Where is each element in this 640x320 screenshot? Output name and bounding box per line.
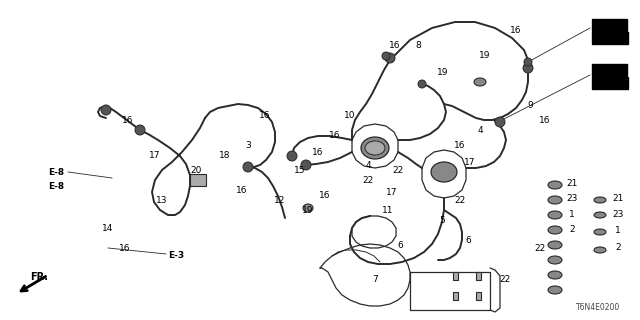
Text: T6N4E0200: T6N4E0200 [576,303,620,312]
Text: 8: 8 [415,41,421,50]
Text: 16: 16 [122,116,134,124]
Text: 23: 23 [612,210,624,219]
Bar [190,174,206,186]
Text: 11: 11 [382,205,394,214]
Text: E-3: E-3 [168,252,184,260]
Circle shape [287,151,297,161]
Circle shape [301,160,311,170]
Ellipse shape [594,247,606,253]
Text: 5: 5 [439,215,445,225]
Ellipse shape [365,141,385,155]
Text: 19: 19 [437,68,449,76]
Ellipse shape [361,137,389,159]
Circle shape [524,58,532,66]
Ellipse shape [303,204,313,212]
Text: 20: 20 [190,165,202,174]
Text: 2: 2 [615,243,621,252]
Text: 6: 6 [397,241,403,250]
Text: 19: 19 [302,205,314,214]
Text: E-8: E-8 [48,167,64,177]
Text: 19: 19 [479,51,491,60]
Text: 17: 17 [464,157,476,166]
Text: 6: 6 [465,236,471,244]
Text: 16: 16 [259,110,271,119]
Text: B-4-20: B-4-20 [593,66,626,75]
Text: 3: 3 [245,140,251,149]
Text: 16: 16 [510,26,522,35]
Text: 16: 16 [319,190,331,199]
Text: 16: 16 [389,41,401,50]
Circle shape [418,80,426,88]
Text: 9: 9 [527,100,533,109]
Text: 2: 2 [569,225,575,234]
Circle shape [495,117,505,127]
Ellipse shape [548,211,562,219]
Text: 22: 22 [362,175,374,185]
Circle shape [385,53,395,63]
Text: 21: 21 [612,194,624,203]
Ellipse shape [548,226,562,234]
Ellipse shape [594,212,606,218]
Bar [476,272,481,280]
Ellipse shape [548,181,562,189]
Ellipse shape [594,197,606,203]
Text: 16: 16 [329,131,340,140]
Text: 13: 13 [156,196,168,204]
Text: FR.: FR. [30,272,48,282]
Text: 16: 16 [454,140,466,149]
Text: B-4-21: B-4-21 [593,78,627,87]
Ellipse shape [548,196,562,204]
Text: B-4-21: B-4-21 [593,34,627,43]
Ellipse shape [594,229,606,235]
Ellipse shape [548,241,562,249]
Text: 14: 14 [102,223,114,233]
Text: 21: 21 [566,179,578,188]
Text: 22: 22 [454,196,466,204]
Text: 22: 22 [392,165,404,174]
Text: 18: 18 [220,150,231,159]
Text: 1: 1 [615,226,621,235]
Text: 1: 1 [569,210,575,219]
Text: 16: 16 [312,148,324,156]
Text: 16: 16 [119,244,131,252]
Bar [452,272,458,280]
Bar [476,292,481,300]
Text: 22: 22 [499,276,511,284]
Circle shape [101,105,111,115]
Ellipse shape [548,271,562,279]
Text: 4: 4 [365,161,371,170]
Text: 15: 15 [294,165,306,174]
Text: 4: 4 [477,125,483,134]
Text: 12: 12 [275,196,285,204]
Text: 10: 10 [344,110,356,119]
Text: B-4-20: B-4-20 [593,20,626,29]
Ellipse shape [548,256,562,264]
Circle shape [135,125,145,135]
Ellipse shape [431,162,457,182]
Circle shape [243,162,253,172]
Text: 17: 17 [149,150,161,159]
Text: 16: 16 [540,116,551,124]
Circle shape [382,52,390,60]
Text: 7: 7 [372,276,378,284]
Circle shape [523,63,533,73]
Ellipse shape [548,286,562,294]
Text: E-8: E-8 [48,181,64,190]
Text: 23: 23 [566,194,578,203]
Ellipse shape [474,78,486,86]
Text: 17: 17 [387,188,397,196]
Text: 22: 22 [534,244,546,252]
Bar [452,292,458,300]
Text: 16: 16 [236,186,248,195]
